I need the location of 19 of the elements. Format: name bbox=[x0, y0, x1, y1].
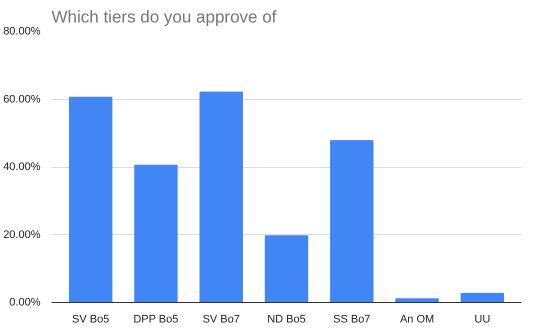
bar bbox=[264, 235, 308, 302]
x-tick-label: DPP Bo5 bbox=[133, 314, 178, 326]
y-tick-label: 60.00% bbox=[3, 93, 41, 106]
y-tick-label: 0.00% bbox=[9, 296, 41, 308]
bar bbox=[460, 292, 504, 302]
x-tick-label: SV Bo7 bbox=[202, 314, 240, 326]
bar bbox=[200, 92, 243, 302]
x-tick-label: UU bbox=[474, 314, 490, 326]
y-tick-label: 20.00% bbox=[3, 228, 41, 241]
bar bbox=[330, 140, 374, 302]
x-tick-label: ND Bo5 bbox=[267, 314, 306, 326]
x-tick-label: SS Bo7 bbox=[333, 314, 370, 326]
x-tick-label: An OM bbox=[400, 314, 434, 326]
chart-title: Which tiers do you approve of bbox=[52, 8, 277, 26]
y-tick-label: 40.00% bbox=[3, 161, 41, 173]
y-tick-label: 80.00% bbox=[3, 26, 41, 38]
bar bbox=[134, 164, 178, 302]
x-tick-label: SV Bo5 bbox=[72, 314, 110, 326]
bar bbox=[68, 96, 112, 302]
